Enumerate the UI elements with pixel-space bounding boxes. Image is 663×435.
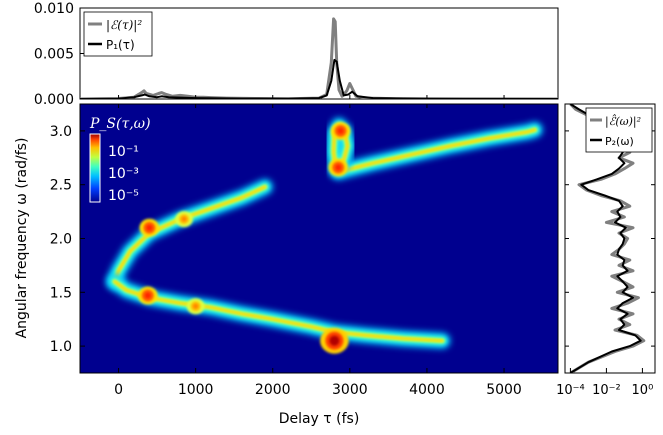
colorbar-scale	[89, 133, 101, 203]
top-y-tick-label-1: 0.005	[34, 47, 74, 63]
top-legend-label-0: |ℰ(τ)|²	[106, 18, 142, 32]
x-axis-label: Delay τ (fs)	[279, 411, 360, 427]
x-tick-label-4: 4000	[409, 382, 445, 398]
x-tick-label-0: 0	[114, 382, 123, 398]
right-panel: 10⁻⁴ 10⁻² 10⁰ |ℰ̂(ω)|² P₂(ω)	[556, 103, 656, 398]
top-series-line-1	[80, 58, 558, 99]
heatmap-curve-2-layer-3	[337, 128, 536, 173]
heatmap-hotspot-4-ring-2	[193, 303, 199, 309]
y-tick-label-1: 1.5	[50, 285, 72, 301]
right-x-tick-label-1: 10⁻²	[592, 383, 621, 398]
heatmap-hotspot-3-ring-2	[181, 216, 187, 222]
top-panel: 0.000 0.005 0.010 |ℰ(τ)|² P₁(τ)	[34, 1, 559, 108]
top-legend-label-1: P₁(τ)	[106, 38, 135, 52]
heatmap-hotspot-2-ring-2	[146, 224, 153, 231]
y-tick-label-4: 3.0	[50, 124, 72, 140]
y-axis-label: Angular frequency ω (rad/fs)	[14, 138, 30, 339]
top-y-tick-label-2: 0.010	[34, 1, 74, 17]
x-tick-label-3: 3000	[332, 382, 368, 398]
top-legend: |ℰ(τ)|² P₁(τ)	[83, 11, 153, 57]
y-tick-label-2: 2.0	[50, 232, 72, 248]
right-legend-box	[585, 107, 653, 153]
top-legend-box	[83, 11, 153, 57]
right-x-tick-label-2: 10⁰	[632, 383, 654, 398]
heatmap-hotspot-5-ring-2	[337, 127, 344, 134]
y-tick-label-3: 2.5	[50, 178, 72, 194]
top-y-tick-label-0: 0.000	[34, 92, 74, 108]
right-legend: |ℰ̂(ω)|² P₂(ω)	[585, 107, 653, 153]
main-panel: 0 1000 2000 3000 4000 5000 1.0 1.5 2.0 2.5 3.0 De…	[14, 103, 559, 427]
colorbar-tick-2: 10⁻⁵	[108, 188, 139, 204]
y-tick-label-0: 1.0	[50, 339, 72, 355]
heatmap-hotspot-6-ring-2	[335, 164, 342, 171]
colorbar: P_S(τ,ω) 10⁻¹ 10⁻³ 10⁻⁵	[89, 116, 151, 204]
top-plot-frame	[79, 7, 559, 100]
x-tick-label-5: 5000	[486, 382, 522, 398]
x-tick-label-2: 2000	[255, 382, 291, 398]
colorbar-title: P_S(τ,ω)	[89, 116, 151, 132]
colorbar-tick-1: 10⁻³	[108, 166, 139, 182]
right-x-tick-label-0: 10⁻⁴	[556, 383, 585, 398]
heatmap-curve-0-layer-3	[113, 185, 266, 283]
x-tick-label-1: 1000	[178, 382, 214, 398]
heatmap-hotspot-0-ring-2	[329, 335, 340, 346]
right-legend-label-0: |ℰ̂(ω)|²	[605, 114, 641, 129]
right-legend-label-1: P₂(ω)	[605, 135, 634, 148]
heatmap-hotspot-1-ring-2	[144, 292, 151, 299]
colorbar-tick-0: 10⁻¹	[108, 144, 139, 160]
